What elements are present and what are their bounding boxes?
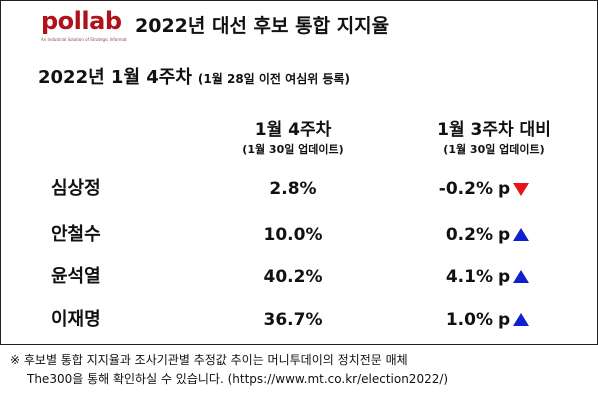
change-unit: p (498, 310, 511, 330)
candidate-name: 심상정 (51, 178, 101, 199)
candidate-row: 심상정 2.8% -0.2% p (1, 174, 598, 204)
summary-card: pollab An Industrial Solution of Strateg… (0, 0, 598, 345)
candidate-row: 이재명 36.7% 1.0% p (1, 305, 598, 335)
weekly-change: -0.2% (438, 179, 493, 199)
candidate-name: 윤석열 (51, 266, 101, 287)
column-title: 1월 4주차 (254, 120, 332, 140)
support-rate: 2.8% (269, 179, 317, 199)
period-label: 2022년 1월 4주차 (38, 67, 192, 88)
logo-tagline: An Industrial Solution of Strategic Info… (41, 37, 127, 42)
candidate-row: 윤석열 40.2% 4.1% p (1, 262, 598, 292)
up-arrow-icon (513, 228, 529, 241)
down-arrow-icon (513, 183, 529, 196)
logo-wordmark: pollab (41, 7, 122, 35)
pollab-logo: pollab An Industrial Solution of Strateg… (41, 7, 127, 51)
column-title: 1월 3주차 대비 (437, 120, 551, 140)
candidate-name: 이재명 (51, 309, 101, 330)
column-header-current: 1월 4주차 (1월 30일 업데이트) (198, 119, 388, 159)
support-rate: 40.2% (263, 267, 323, 287)
up-arrow-icon (513, 270, 529, 283)
column-header-change: 1월 3주차 대비 (1월 30일 업데이트) (399, 119, 589, 159)
weekly-change: 0.2% (445, 225, 493, 245)
support-rate: 10.0% (263, 225, 323, 245)
candidate-row: 안철수 10.0% 0.2% p (1, 220, 598, 250)
up-arrow-icon (513, 313, 529, 326)
footnote-line: The300을 통해 확인하실 수 있습니다. (https://www.mt.… (27, 372, 449, 386)
column-update-note: (1월 30일 업데이트) (242, 143, 344, 156)
source-footnote: ※ 후보별 통합 지지율과 조사기관별 추정값 추이는 머니투데이의 정치전문 … (10, 351, 595, 389)
change-unit: p (498, 225, 511, 245)
change-unit: p (498, 179, 511, 199)
support-rate: 36.7% (263, 310, 323, 330)
weekly-change: 1.0% (445, 310, 493, 330)
footnote-line: ※ 후보별 통합 지지율과 조사기관별 추정값 추이는 머니투데이의 정치전문 … (10, 353, 408, 367)
weekly-change: 4.1% (445, 267, 493, 287)
change-unit: p (498, 267, 511, 287)
column-update-note: (1월 30일 업데이트) (443, 143, 545, 156)
period-note: (1월 28일 이전 여심위 등록) (197, 72, 351, 86)
candidate-name: 안철수 (51, 224, 101, 245)
period-subtitle: 2022년 1월 4주차 (1월 28일 이전 여심위 등록) (38, 65, 350, 92)
page-title: 2022년 대선 후보 통합 지지율 (135, 15, 390, 37)
